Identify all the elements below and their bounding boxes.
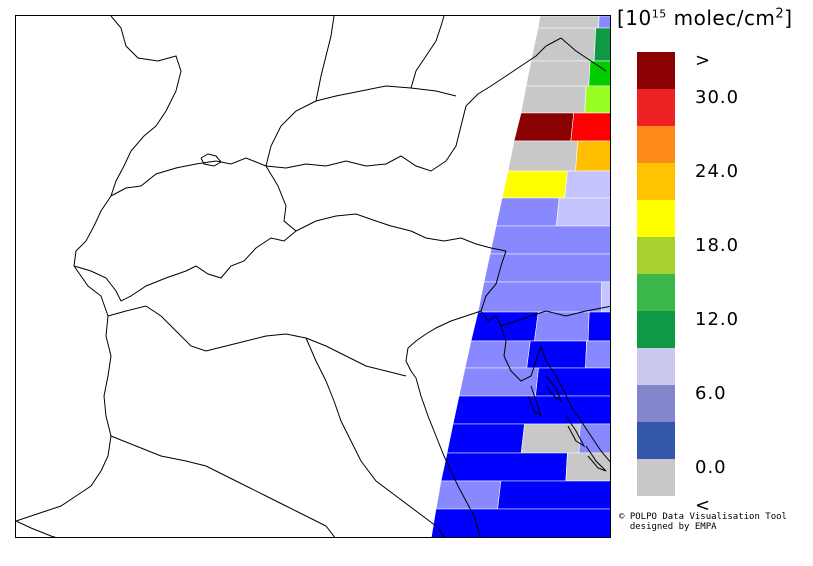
satellite-pixel (497, 480, 610, 510)
legend-label: 0.0 (695, 457, 727, 478)
legend-label: 12.0 (695, 309, 740, 330)
satellite-pixel (513, 112, 575, 142)
satellite-pixel (570, 112, 610, 142)
border-austria-north (445, 37, 562, 162)
border-france-italy (16, 265, 112, 522)
legend-swatch (637, 89, 675, 126)
satellite-pixel (520, 423, 581, 454)
satellite-pixel (537, 16, 600, 29)
satellite-pixel-swath (431, 16, 610, 537)
satellite-pixel (477, 281, 603, 313)
island-dugi (585, 445, 607, 472)
border-italy-interior-2 (305, 337, 446, 537)
legend-label: 24.0 (695, 161, 740, 182)
satellite-pixel (495, 197, 560, 227)
legend-swatch (637, 348, 675, 385)
satellite-pixel (584, 85, 610, 114)
border-switzerland-west (73, 195, 112, 267)
legend-swatch (637, 200, 675, 237)
satellite-pixel (483, 253, 610, 283)
coast-istria (500, 325, 542, 382)
satellite-pixel (507, 140, 579, 172)
satellite-pixel (520, 85, 587, 114)
legend-label: 6.0 (695, 383, 727, 404)
border-germany-interior-3 (410, 16, 445, 89)
legend-swatch (637, 422, 675, 459)
satellite-pixel (489, 225, 610, 255)
legend-swatch (637, 385, 675, 422)
legend-swatch (637, 163, 675, 200)
legend-swatch (637, 311, 675, 348)
border-slovenia-croatia (500, 305, 610, 327)
satellite-pixel (535, 367, 610, 397)
satellite-pixel (464, 340, 531, 369)
satellite-pixel (578, 423, 610, 454)
satellite-pixel (585, 340, 610, 369)
unit-text: molec/cm (666, 6, 776, 30)
satellite-pixel (593, 27, 610, 62)
satellite-pixel (575, 140, 610, 172)
legend-swatch (637, 126, 675, 163)
unit-label: [1015 molec/cm2] (617, 6, 793, 30)
unit-exponent: 15 (651, 7, 667, 21)
legend-swatch (637, 459, 675, 496)
unit-square: 2 (775, 6, 785, 22)
satellite-pixel (501, 170, 568, 199)
border-germany-interior (265, 85, 457, 167)
island-cres (527, 385, 542, 418)
satellite-pixel (446, 423, 525, 454)
island-krk (545, 375, 563, 403)
satellite-pixel (600, 281, 610, 313)
country-borders (16, 16, 610, 537)
satellite-pixel (458, 367, 539, 397)
border-switzerland-south (73, 230, 297, 302)
coast-venice (405, 310, 482, 379)
credit-text: © POLPO Data Visualisation Tool designed… (619, 512, 787, 532)
border-france-germany (110, 16, 182, 197)
island-pag (565, 415, 586, 448)
legend-swatch (637, 274, 675, 311)
border-italy-south (16, 520, 57, 537)
satellite-pixel (526, 340, 587, 369)
credit-line-1: © POLPO Data Visualisation Tool (619, 512, 787, 522)
satellite-pixel (525, 60, 591, 87)
border-italy-interior (107, 305, 407, 377)
satellite-pixel (440, 452, 568, 482)
unit-suffix: ] (784, 6, 793, 30)
legend-label: 30.0 (695, 87, 740, 108)
lake-constance (200, 153, 222, 167)
satellite-pixel (530, 27, 597, 62)
border-austria-italy (295, 213, 507, 252)
satellite-pixel (534, 311, 590, 342)
satellite-pixel (431, 508, 610, 537)
legend-label: 18.0 (695, 235, 740, 256)
satellite-pixel (555, 197, 610, 227)
legend-label: > (695, 50, 712, 71)
satellite-pixel (587, 311, 610, 342)
border-swiss-east (265, 165, 297, 232)
map-canvas (16, 16, 610, 537)
legend-swatch (637, 237, 675, 274)
border-germany-interior-2 (315, 16, 335, 102)
border-austria-east (560, 37, 607, 72)
map-panel (15, 15, 611, 538)
border-italy-slovenia (480, 250, 507, 327)
coast-italy-adriatic (415, 377, 481, 537)
legend-label: < (695, 495, 712, 516)
legend-swatch (637, 52, 675, 89)
satellite-pixel (598, 16, 610, 29)
border-italy-interior-3 (110, 435, 336, 537)
satellite-pixel (452, 395, 610, 425)
coast-croatia (540, 345, 610, 463)
satellite-pixel (564, 170, 610, 199)
credit-line-2: designed by EMPA (629, 522, 717, 532)
satellite-pixel (588, 60, 610, 87)
satellite-pixel (565, 452, 610, 482)
unit-prefix: [10 (617, 6, 652, 30)
border-switzerland-north (110, 155, 447, 197)
